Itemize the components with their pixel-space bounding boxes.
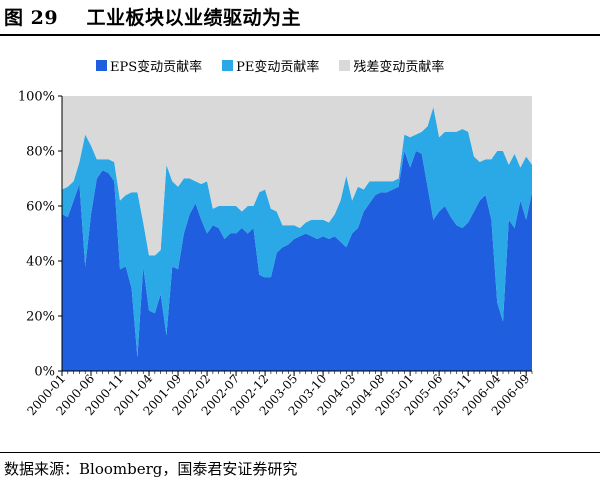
title-divider [0,34,600,36]
y-tick-label: 20% [26,310,55,325]
chart-legend: EPS变动贡献率 PE变动贡献率 残差变动贡献率 [96,56,444,75]
figure-title: 图 29 工业板块以业绩驱动为主 [4,3,301,30]
legend-swatch-residual [339,60,351,71]
residual-area [62,96,532,256]
legend-item-pe: PE变动贡献率 [222,56,319,75]
legend-swatch-eps [96,60,107,71]
eps-area [62,151,532,371]
y-tick-label: 80% [26,145,55,160]
figure-title-text: 工业板块以业绩驱动为主 [86,7,302,29]
stacked-area-chart: 0%20%40%60%80%100%2000-012000-062000-112… [18,90,533,419]
pe-area [62,107,532,358]
figure-title-bar: 图 29 工业板块以业绩驱动为主 [0,0,600,32]
y-tick-label: 40% [26,255,55,270]
legend-label-residual: 残差变动贡献率 [353,60,445,75]
legend-swatch-pe [222,60,234,71]
legend-item-residual: 残差变动贡献率 [339,56,444,75]
figure-label: 图 29 [4,7,59,29]
footer-divider [0,452,600,453]
legend-label-eps: EPS变动贡献率 [110,60,203,75]
y-tick-label: 0% [34,365,55,380]
legend-label-pe: PE变动贡献率 [236,60,320,75]
legend-item-eps: EPS变动贡献率 [96,56,202,75]
y-tick-label: 100% [18,90,55,105]
y-tick-label: 60% [26,200,55,215]
data-source-note: 数据来源：Bloomberg，国泰君安证券研究 [4,460,298,478]
